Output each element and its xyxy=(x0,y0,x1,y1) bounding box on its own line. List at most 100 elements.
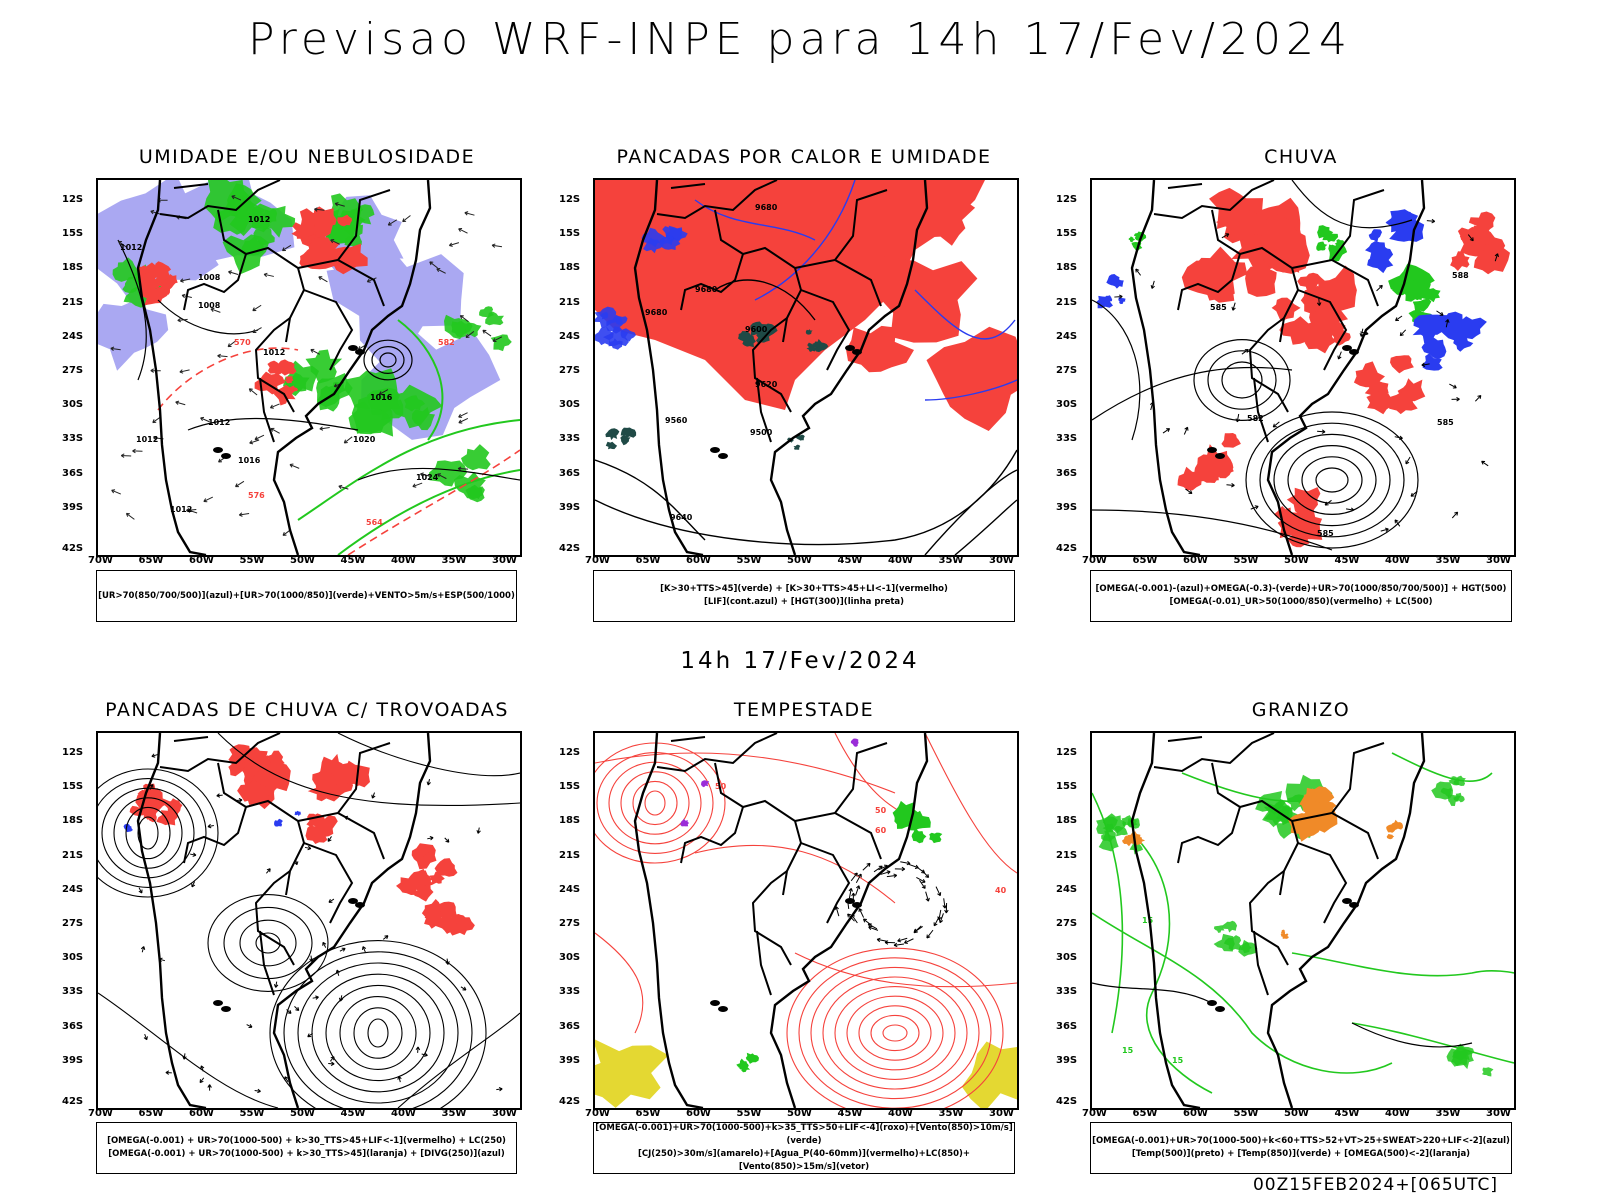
wind-vector xyxy=(1376,284,1383,292)
contour-line xyxy=(367,1018,389,1048)
longitude-label: 70W xyxy=(1082,1108,1107,1119)
latitude-label: 21S xyxy=(559,296,581,308)
contour-line xyxy=(714,762,803,896)
wind-vector xyxy=(254,434,265,441)
shaded-area xyxy=(1405,278,1429,302)
latitude-label: 27S xyxy=(559,918,581,929)
wind-vector xyxy=(1399,329,1407,337)
shaded-area xyxy=(267,360,285,376)
wind-vector xyxy=(1150,280,1155,289)
shaded-area xyxy=(1213,925,1225,933)
shaded-area xyxy=(929,832,943,844)
wind-vector xyxy=(284,1076,289,1083)
longitude-label: 65W xyxy=(1132,555,1158,566)
contour-value-label: 585 xyxy=(1210,303,1227,312)
contour-line xyxy=(1167,183,1203,189)
shaded-area xyxy=(605,441,618,450)
shaded-area xyxy=(1317,225,1334,240)
wind-vector xyxy=(421,1052,428,1057)
legend-box: [OMEGA(-0.001)-(azul)+OMEGA(-0.3)-(verde… xyxy=(1090,570,1512,622)
shaded-area xyxy=(606,314,623,334)
contour-line xyxy=(217,762,306,896)
shaded-area xyxy=(1454,316,1487,341)
wind-vector xyxy=(180,278,191,283)
shaded-area xyxy=(337,214,352,227)
wind-vector xyxy=(1467,234,1474,242)
wind-vector xyxy=(1337,351,1342,360)
longitude-label: 40W xyxy=(391,555,416,566)
latitude-label: 24S xyxy=(559,883,581,895)
contour-line xyxy=(325,984,431,1082)
shaded-area xyxy=(1453,775,1466,786)
shaded-area xyxy=(1453,792,1465,803)
shaded-area xyxy=(1334,239,1345,247)
wind-vector xyxy=(327,836,332,842)
contour-line xyxy=(794,742,888,822)
shaded-area xyxy=(1453,335,1474,352)
contour-line xyxy=(217,733,520,807)
longitude-label: 30W xyxy=(989,555,1014,566)
wind-vector xyxy=(460,986,467,991)
wind-vector xyxy=(138,887,143,894)
shaded-area xyxy=(806,344,817,352)
wind-vector xyxy=(916,877,926,883)
contour-line xyxy=(283,951,473,1108)
longitude-label: 30W xyxy=(1486,1108,1511,1119)
lake-marker xyxy=(348,345,358,351)
wind-vector xyxy=(415,1046,421,1053)
contour-line xyxy=(371,346,405,375)
contour-line xyxy=(595,752,896,794)
contour-line xyxy=(954,499,1017,555)
longitude-label: 55W xyxy=(736,1108,762,1119)
wind-vector xyxy=(897,937,908,943)
contour-value-label: 9680 xyxy=(755,203,778,212)
map-panel: 15 15 15 xyxy=(1090,731,1516,1110)
latitude-label: 33S xyxy=(62,986,84,998)
wind-vector xyxy=(1162,428,1171,434)
shaded-area xyxy=(461,444,491,471)
wind-vector xyxy=(207,1084,212,1091)
contour-line xyxy=(1391,752,1493,783)
map-canvas: 1012 1012 1008 1008 1012 1012 1016 1016 1020 1024… xyxy=(98,180,520,555)
contour-line xyxy=(255,932,281,954)
wind-vector xyxy=(458,418,469,424)
longitude-label: 30W xyxy=(492,1108,517,1119)
contour-line xyxy=(297,419,520,521)
longitude-label: 35W xyxy=(938,1108,964,1119)
wind-vector xyxy=(175,400,186,406)
shaded-area xyxy=(434,858,458,877)
latitude-label: 36S xyxy=(1056,1020,1078,1032)
contour-line xyxy=(751,317,792,413)
longitude-label: 65W xyxy=(635,555,661,566)
latitude-label: 15S xyxy=(559,781,581,793)
lake-marker xyxy=(1342,898,1352,904)
wind-vector xyxy=(151,753,158,758)
wind-vector xyxy=(200,1065,205,1072)
contour-value-label: 1012 xyxy=(248,215,270,224)
contour-value-label: 1008 xyxy=(198,301,221,310)
shaded-area xyxy=(274,818,283,827)
legend-box: [K>30+TTS>45](verde) + [K>30+TTS>45+LI<-… xyxy=(593,570,1015,622)
contour-value-label: 570 xyxy=(234,338,251,347)
wind-vector xyxy=(319,426,330,431)
wind-vector xyxy=(1135,268,1142,276)
contour-line xyxy=(924,733,1017,874)
wind-vector xyxy=(944,902,949,914)
shaded-area xyxy=(1252,213,1310,274)
panel-title: TEMPESTADE xyxy=(733,699,875,721)
wind-vector xyxy=(125,512,135,520)
lake-marker xyxy=(718,453,728,459)
lake-marker xyxy=(355,902,365,908)
shaded-area xyxy=(138,273,163,294)
shaded-area xyxy=(351,401,392,434)
wind-vector xyxy=(187,508,198,514)
shaded-area xyxy=(251,762,291,796)
contour-line xyxy=(311,973,445,1093)
shaded-area xyxy=(429,460,467,487)
shaded-area xyxy=(479,306,494,318)
wind-vector xyxy=(448,242,460,247)
contour-line xyxy=(1177,253,1241,311)
latitude-label: 36S xyxy=(1056,467,1078,479)
wind-vector xyxy=(286,1009,292,1014)
contour-line xyxy=(924,379,1017,401)
